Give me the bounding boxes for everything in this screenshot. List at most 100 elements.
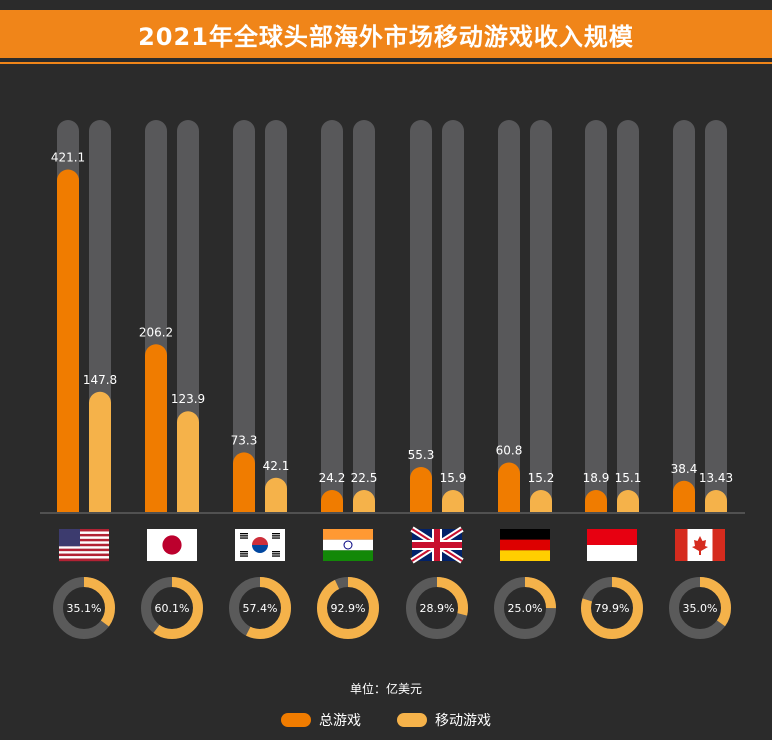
bar-mobile [177, 411, 199, 512]
legend-label-mobile: 移动游戏 [435, 713, 491, 729]
flag-stripe [59, 529, 109, 532]
flag-band-gold [500, 550, 550, 561]
japan-flag [147, 529, 197, 561]
legend-swatch-total [281, 713, 311, 727]
flag-trigram [240, 555, 248, 557]
flag-stripe [59, 536, 109, 540]
bar-mobile [89, 391, 111, 512]
flag-stripe [59, 531, 109, 535]
flag-stripe [59, 533, 109, 537]
flag-trigram [272, 533, 280, 535]
canada-flag [675, 529, 725, 561]
bar-total [410, 467, 432, 512]
flag-trigram [272, 553, 280, 555]
share-label: 60.1% [155, 602, 190, 615]
share-label: 35.1% [67, 602, 102, 615]
flag-band-red [587, 529, 637, 545]
chart-title: 2021年全球头部海外市场移动游戏收入规模 [138, 22, 634, 51]
bar-total [498, 462, 520, 512]
flag-band-red [500, 539, 550, 551]
flag-trigram [272, 555, 280, 557]
share-ring-value [669, 577, 731, 639]
flag-trigram [240, 553, 248, 555]
flag-band-green [323, 550, 373, 561]
data-label-mobile: 15.9 [440, 471, 467, 485]
data-label-total: 55.3 [408, 448, 435, 462]
data-label-mobile: 123.9 [171, 392, 205, 406]
data-label-mobile: 147.8 [83, 373, 117, 387]
flag-trigram [272, 537, 280, 539]
bar-track-total [233, 120, 255, 512]
share-ring-value [141, 577, 203, 639]
flag-trigram [240, 537, 248, 539]
legend-label-total: 总游戏 [319, 713, 361, 729]
flag-bar-left [675, 529, 688, 561]
indonesia-flag [587, 529, 637, 561]
data-label-mobile: 13.43 [699, 471, 733, 485]
data-label-mobile: 22.5 [351, 471, 378, 485]
flag-taegeuk-blue [252, 545, 268, 553]
flag-stripe [59, 556, 109, 559]
bar-total [145, 344, 167, 512]
data-label-total: 24.2 [319, 471, 346, 485]
bar-mobile [705, 490, 727, 512]
share-label: 28.9% [420, 602, 455, 615]
data-label-total: 38.4 [671, 462, 698, 476]
flag-band-black [500, 529, 550, 540]
bar-mobile [265, 477, 287, 512]
bar-mobile [442, 490, 464, 512]
share-ring-value [53, 577, 115, 639]
bar-track-total [498, 120, 520, 512]
bar-track-mobile [530, 120, 552, 512]
share-ring-value [229, 577, 291, 639]
bar-track-total [321, 120, 343, 512]
flag-stripe [59, 548, 109, 552]
flag-stripe [59, 538, 109, 542]
india-flag [323, 529, 373, 561]
data-label-mobile: 15.2 [528, 471, 555, 485]
bar-track-total [585, 120, 607, 512]
flag-cross-red-v [434, 529, 440, 561]
data-label-total: 18.9 [583, 471, 610, 485]
share-ring-value [406, 577, 468, 639]
flag-band-white [323, 539, 373, 551]
share-ring-value [581, 577, 643, 639]
bar-total [233, 452, 255, 512]
bar-track-total [673, 120, 695, 512]
flag-stripe [59, 551, 109, 554]
legend-item-mobile: 移动游戏 [397, 710, 491, 730]
flag-maple-leaf [692, 536, 708, 555]
bar-track-mobile [353, 120, 375, 512]
bar-track-mobile [617, 120, 639, 512]
bar-track-mobile [442, 120, 464, 512]
bar-total [585, 490, 607, 512]
germany-flag [500, 529, 550, 561]
data-label-mobile: 42.1 [263, 459, 290, 473]
flag-taegeuk-red [252, 537, 268, 545]
flag-trigram [240, 535, 248, 537]
flag-trigram [240, 551, 248, 553]
flag-chakra [343, 540, 353, 550]
flag-trigram [272, 551, 280, 553]
flag-stripe [59, 553, 109, 557]
bar-track-mobile [265, 120, 287, 512]
data-label-total: 421.1 [51, 151, 85, 165]
bar-mobile [530, 490, 552, 512]
bar-mobile [353, 490, 375, 512]
title-underline [0, 62, 772, 64]
data-label-mobile: 15.1 [615, 471, 642, 485]
korea-flag [235, 529, 285, 561]
bar-track-total [410, 120, 432, 512]
flag-stripe [59, 541, 109, 544]
share-label: 92.9% [331, 602, 366, 615]
share-label: 57.4% [243, 602, 278, 615]
legend-swatch-mobile [397, 713, 427, 727]
title-banner: 2021年全球头部海外市场移动游戏收入规模 [0, 10, 772, 58]
uk-flag [410, 526, 464, 564]
bar-track-mobile [705, 120, 727, 512]
flag-band-white [587, 545, 637, 561]
flag-trigram [272, 535, 280, 537]
legend-item-total: 总游戏 [281, 710, 361, 730]
flag-band-saffron [323, 529, 373, 540]
